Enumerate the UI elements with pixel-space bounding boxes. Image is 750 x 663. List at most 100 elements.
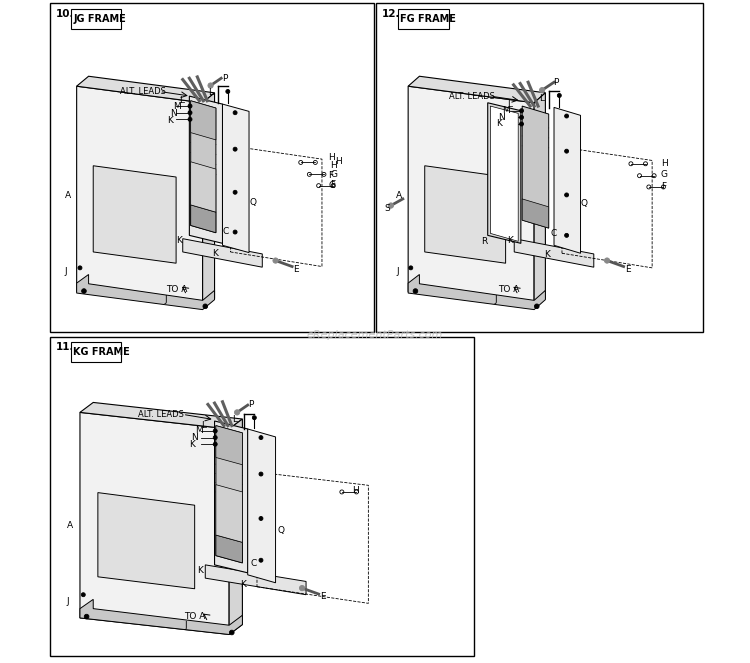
Text: F: F [661,182,666,191]
Text: F: F [328,170,334,180]
Text: J: J [67,597,69,606]
Text: K: K [240,580,245,589]
Text: C: C [550,229,557,238]
Text: K: K [496,119,502,129]
Circle shape [235,410,240,415]
Circle shape [409,266,413,270]
Text: J: J [184,621,187,630]
Text: M: M [502,106,509,115]
Text: TO A: TO A [166,285,188,294]
Circle shape [520,115,524,119]
Text: L: L [232,414,237,424]
Text: L: L [208,88,213,97]
Circle shape [259,472,263,476]
Text: K: K [189,440,194,449]
Text: E: E [625,265,631,274]
Text: G: G [331,170,338,179]
Polygon shape [76,86,203,308]
Text: R: R [481,237,488,247]
Text: TO A: TO A [498,285,519,294]
Text: A: A [64,191,70,200]
Polygon shape [183,239,262,267]
Text: K: K [507,235,513,245]
Circle shape [565,193,568,197]
Text: J: J [494,294,497,304]
Circle shape [213,436,217,440]
Polygon shape [230,419,242,634]
Polygon shape [216,426,242,563]
Polygon shape [190,205,216,233]
Text: TO A: TO A [184,612,206,621]
Text: K: K [176,235,182,245]
Circle shape [78,266,82,270]
Text: E: E [293,265,299,274]
Polygon shape [76,76,214,103]
Text: L: L [508,100,512,109]
Polygon shape [80,599,242,634]
Text: H: H [331,160,338,170]
Polygon shape [408,274,545,310]
Bar [71,342,121,362]
Polygon shape [408,76,545,103]
Text: H: H [661,158,668,168]
Text: E: E [320,592,326,601]
Bar [50,3,374,332]
Text: ALT. LEADS: ALT. LEADS [120,87,166,96]
Polygon shape [206,565,306,595]
Circle shape [233,147,237,151]
Polygon shape [522,199,549,228]
Circle shape [273,258,278,263]
Polygon shape [214,421,248,573]
Circle shape [188,117,192,121]
Text: Q: Q [278,526,284,535]
Text: G: G [661,170,668,179]
Polygon shape [98,493,195,589]
Polygon shape [189,96,223,243]
Text: H: H [335,157,342,166]
Circle shape [84,614,89,619]
Circle shape [82,289,86,293]
Circle shape [188,104,192,108]
Bar [71,9,121,29]
Circle shape [230,630,234,635]
Text: ALT. LEADS: ALT. LEADS [138,410,184,419]
Text: L: L [178,96,184,105]
Circle shape [565,114,568,118]
Circle shape [604,258,610,263]
Text: A: A [67,520,73,530]
Text: K: K [212,249,218,258]
Circle shape [259,558,263,562]
Text: ALT. LEADS: ALT. LEADS [449,91,495,101]
Polygon shape [488,103,520,243]
Polygon shape [554,107,580,253]
Polygon shape [248,429,275,583]
Circle shape [233,190,237,194]
Text: A: A [396,191,402,200]
Polygon shape [424,166,506,263]
Circle shape [539,88,544,93]
Polygon shape [490,106,518,241]
Circle shape [535,304,539,308]
Text: C: C [251,559,257,568]
Text: 12.): 12.) [382,9,405,19]
Circle shape [213,429,217,433]
Circle shape [565,233,568,237]
Circle shape [203,304,208,308]
Text: K: K [197,566,203,575]
Polygon shape [76,274,214,310]
Circle shape [557,93,561,97]
Circle shape [252,416,257,420]
Text: C: C [223,227,229,236]
Text: 10.): 10.) [56,9,79,19]
Circle shape [520,122,524,126]
Polygon shape [190,162,216,212]
Circle shape [259,436,263,440]
Circle shape [299,585,304,591]
Text: F: F [331,180,336,189]
Bar [376,3,704,332]
Text: M: M [173,102,182,111]
Polygon shape [216,485,242,542]
Circle shape [213,442,217,446]
Text: S: S [384,204,390,213]
Circle shape [520,109,524,113]
